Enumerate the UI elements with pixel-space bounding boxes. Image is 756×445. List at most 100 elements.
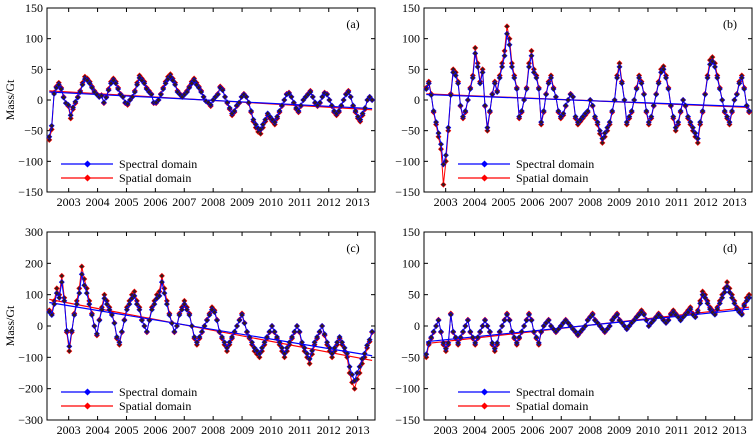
data-point bbox=[231, 328, 238, 335]
data-point bbox=[616, 63, 623, 70]
data-point bbox=[274, 334, 280, 340]
data-point bbox=[530, 69, 537, 76]
data-point bbox=[518, 328, 525, 335]
data-point bbox=[704, 300, 711, 307]
data-point bbox=[96, 317, 103, 324]
data-point bbox=[731, 300, 738, 307]
data-point bbox=[435, 317, 442, 324]
legend-label: Spatial domain bbox=[516, 399, 588, 413]
data-point bbox=[334, 339, 341, 346]
data-point bbox=[741, 86, 748, 92]
data-point bbox=[479, 323, 486, 329]
x-tick-label: 2011 bbox=[665, 423, 689, 437]
data-point bbox=[195, 84, 202, 91]
data-point bbox=[545, 317, 552, 324]
data-point bbox=[163, 301, 170, 308]
data-point bbox=[442, 345, 449, 352]
data-point bbox=[93, 330, 100, 337]
x-tick-label: 2003 bbox=[57, 423, 81, 437]
data-point bbox=[245, 99, 252, 106]
data-point bbox=[555, 108, 562, 114]
data-point bbox=[472, 44, 479, 51]
data-point bbox=[191, 334, 198, 340]
data-point bbox=[430, 108, 437, 114]
x-tick-label: 2013 bbox=[346, 195, 370, 209]
data-point bbox=[614, 311, 621, 318]
data-point bbox=[250, 116, 257, 123]
data-point bbox=[345, 89, 352, 95]
data-point bbox=[699, 108, 706, 114]
data-point bbox=[596, 323, 603, 329]
data-point bbox=[452, 334, 459, 341]
data-point bbox=[301, 344, 308, 351]
data-point bbox=[526, 311, 532, 318]
data-point bbox=[438, 141, 444, 148]
data-point bbox=[733, 91, 740, 98]
data-point bbox=[226, 105, 233, 111]
data-point bbox=[136, 306, 143, 313]
data-point bbox=[746, 108, 753, 114]
x-tick-label: 2009 bbox=[230, 195, 254, 209]
y-tick-label: 0 bbox=[414, 319, 420, 333]
data-point bbox=[579, 113, 586, 120]
data-point bbox=[477, 328, 484, 335]
data-point bbox=[307, 89, 314, 95]
data-point bbox=[689, 124, 696, 131]
data-point bbox=[533, 74, 540, 81]
data-point bbox=[103, 301, 110, 308]
data-point bbox=[433, 323, 440, 329]
data-point bbox=[455, 80, 462, 87]
data-point bbox=[447, 92, 454, 99]
data-point bbox=[306, 355, 313, 362]
y-tick-label: −150 bbox=[18, 185, 43, 199]
data-point bbox=[599, 135, 606, 142]
data-point bbox=[484, 124, 491, 131]
data-point bbox=[645, 119, 652, 126]
data-point bbox=[650, 102, 657, 109]
data-point bbox=[601, 130, 608, 137]
data-point bbox=[428, 334, 435, 341]
data-point bbox=[641, 311, 647, 318]
data-point bbox=[486, 108, 493, 114]
data-point bbox=[224, 99, 231, 106]
data-point bbox=[178, 306, 185, 313]
data-point bbox=[460, 113, 466, 120]
y-tick-label: 200 bbox=[25, 256, 43, 270]
data-point bbox=[281, 354, 288, 361]
x-tick-label: 2007 bbox=[549, 195, 573, 209]
data-point bbox=[339, 339, 346, 346]
data-point bbox=[504, 30, 510, 37]
data-point bbox=[543, 91, 550, 98]
data-point bbox=[296, 328, 303, 335]
data-point bbox=[183, 306, 190, 313]
chart-panel-1: 150 100 50 0 −50 −100 −150 2003 2004 2005 2006 2007… bbox=[3, 1, 376, 209]
data-point bbox=[151, 301, 158, 308]
x-tick-label: 2004 bbox=[86, 195, 110, 209]
data-point bbox=[53, 285, 60, 292]
data-point bbox=[335, 108, 342, 114]
data-point bbox=[504, 311, 510, 318]
data-point bbox=[214, 317, 220, 324]
data-point bbox=[221, 339, 228, 346]
data-point bbox=[643, 317, 650, 324]
data-point bbox=[582, 323, 589, 329]
data-point bbox=[314, 334, 321, 340]
data-point bbox=[357, 116, 364, 123]
data-point bbox=[457, 334, 464, 341]
data-point bbox=[729, 108, 735, 114]
data-point bbox=[636, 74, 643, 81]
x-tick-label: 2011 bbox=[665, 195, 689, 209]
data-point bbox=[743, 102, 750, 109]
x-tick-label: 2004 bbox=[463, 423, 487, 437]
x-tick-label: 2009 bbox=[607, 423, 631, 437]
data-point bbox=[141, 80, 148, 87]
data-point bbox=[609, 108, 616, 114]
data-point bbox=[501, 317, 508, 324]
data-point bbox=[306, 360, 313, 367]
data-point bbox=[594, 119, 601, 126]
data-point bbox=[425, 339, 432, 346]
data-point bbox=[719, 294, 726, 301]
data-point bbox=[699, 288, 706, 295]
x-tick-label: 2012 bbox=[317, 195, 341, 209]
data-point bbox=[257, 126, 264, 133]
